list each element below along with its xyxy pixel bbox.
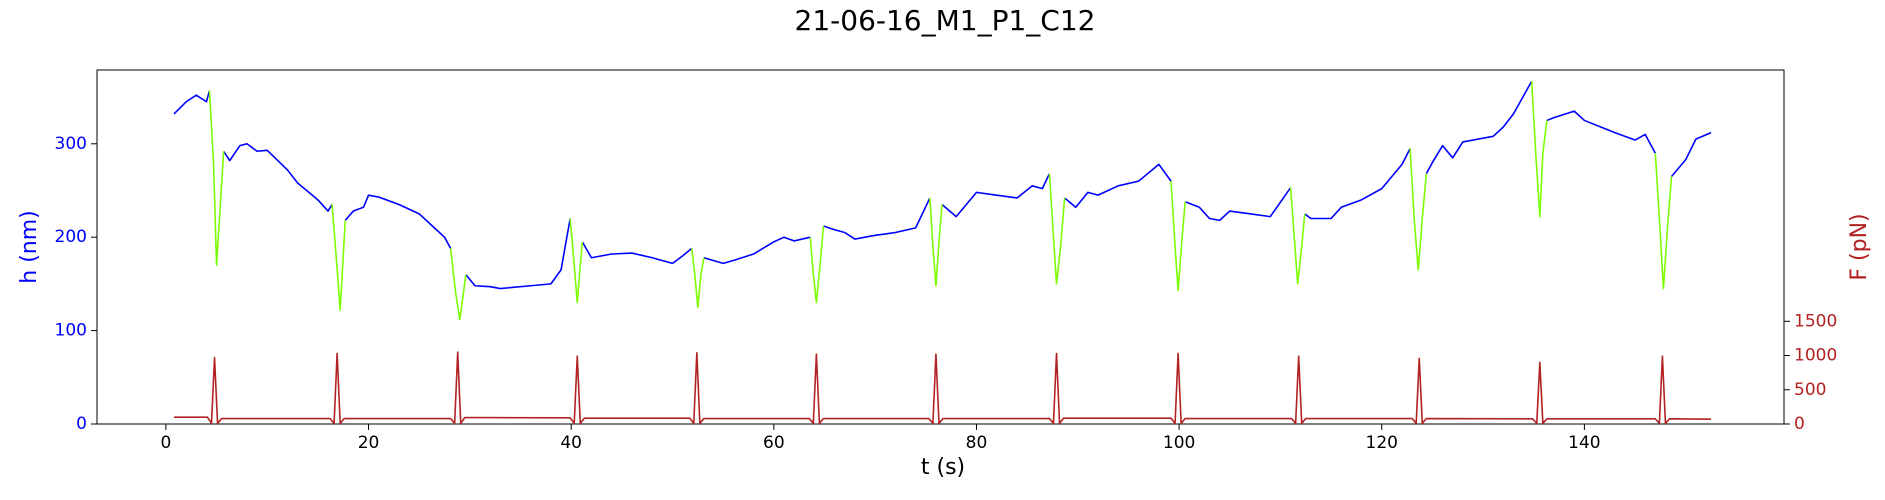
y-axis-label: h (nm) [17, 210, 42, 283]
y2-tick-label: 0 [1794, 414, 1805, 434]
y-tick-label: 200 [55, 227, 87, 247]
data-line [208, 81, 1673, 321]
x-tick-label: 120 [1366, 433, 1398, 453]
y2-tick-label: 500 [1794, 380, 1826, 400]
x-axis-label: t (s) [921, 455, 965, 480]
chart-title: 21-06-16_M1_P1_C12 [795, 4, 1096, 37]
data-line [173, 80, 1712, 290]
y2-tick-label: 1000 [1794, 346, 1837, 366]
y-tick-label: 0 [76, 414, 87, 434]
x-tick-label: 40 [560, 433, 582, 453]
x-tick-label: 20 [358, 433, 380, 453]
y2-tick-label: 1500 [1794, 311, 1837, 331]
x-tick-label: 60 [763, 433, 785, 453]
data-line [174, 351, 1712, 425]
x-tick-label: 100 [1163, 433, 1195, 453]
plot-frame [96, 69, 1785, 425]
y2-axis-label: F (pN) [1847, 213, 1872, 280]
x-tick-label: 0 [160, 433, 171, 453]
y-tick-label: 300 [55, 134, 87, 154]
x-tick-label: 140 [1568, 433, 1600, 453]
y-tick-label: 100 [55, 321, 87, 341]
x-tick-label: 80 [966, 433, 988, 453]
